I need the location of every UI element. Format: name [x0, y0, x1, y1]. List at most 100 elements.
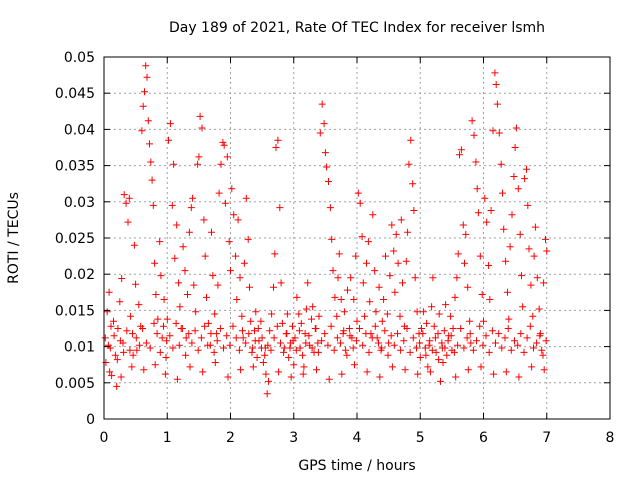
data-point — [318, 337, 326, 345]
data-point — [351, 361, 358, 369]
data-point — [409, 334, 417, 342]
data-point — [315, 312, 323, 320]
data-point — [359, 279, 367, 287]
data-point — [127, 312, 135, 320]
data-point — [488, 327, 496, 335]
data-point — [166, 120, 174, 128]
data-point — [432, 348, 440, 356]
data-point — [394, 330, 401, 338]
data-point — [483, 218, 491, 226]
data-point — [331, 293, 339, 301]
data-point — [424, 363, 432, 371]
data-point — [194, 346, 202, 354]
data-point — [244, 235, 252, 243]
data-point — [413, 344, 420, 352]
data-point — [326, 204, 334, 212]
data-point — [129, 330, 136, 338]
data-point — [335, 250, 343, 258]
data-point — [430, 322, 438, 330]
data-point — [386, 272, 394, 280]
data-point — [200, 216, 208, 224]
data-point — [272, 144, 280, 151]
data-point — [492, 81, 500, 88]
data-point — [428, 346, 436, 354]
data-point — [422, 351, 430, 359]
data-point — [431, 334, 439, 342]
data-point — [472, 158, 480, 166]
data-point — [376, 373, 384, 381]
data-point — [266, 327, 274, 335]
data-point — [238, 312, 246, 320]
data-point — [461, 259, 468, 267]
data-point — [292, 346, 300, 354]
data-point — [451, 293, 459, 301]
data-point — [132, 334, 140, 342]
data-point — [216, 325, 224, 332]
data-point — [540, 279, 548, 287]
data-point — [211, 310, 219, 318]
data-point — [400, 337, 408, 345]
data-point — [515, 373, 523, 381]
data-point — [132, 280, 140, 288]
data-point — [353, 317, 361, 325]
data-point — [203, 293, 210, 301]
data-point — [375, 283, 383, 291]
data-point — [224, 373, 232, 381]
data-point — [384, 351, 392, 359]
data-point — [201, 252, 209, 260]
data-point — [416, 339, 424, 347]
data-point — [161, 370, 169, 378]
data-point — [226, 341, 234, 349]
data-point — [314, 339, 322, 347]
data-point — [416, 354, 424, 361]
data-point — [130, 241, 138, 249]
data-point — [404, 228, 412, 236]
data-point — [481, 194, 489, 202]
data-point — [124, 218, 132, 226]
data-point — [543, 247, 551, 255]
data-point — [236, 274, 244, 282]
data-point — [426, 337, 434, 345]
data-point — [512, 124, 520, 132]
data-point — [489, 127, 497, 135]
data-point — [275, 368, 283, 376]
data-point — [289, 322, 296, 330]
data-point — [239, 334, 247, 342]
data-point — [154, 315, 162, 323]
data-point — [397, 216, 405, 224]
data-point — [542, 235, 549, 243]
data-point — [287, 373, 295, 381]
data-point — [401, 366, 409, 374]
x-tick-label: 8 — [606, 430, 615, 446]
data-point — [105, 288, 113, 296]
data-point — [181, 267, 189, 275]
data-point — [215, 189, 223, 197]
data-point — [502, 368, 510, 376]
data-point — [320, 120, 328, 128]
data-point — [542, 337, 550, 345]
data-point — [369, 211, 377, 219]
data-point — [232, 252, 240, 260]
data-point — [399, 279, 406, 287]
data-point — [116, 298, 124, 306]
data-point — [478, 291, 486, 298]
data-point — [495, 330, 503, 338]
data-point — [289, 337, 297, 345]
data-point — [220, 141, 228, 149]
y-tick-label: 0.025 — [55, 231, 95, 247]
data-point — [533, 339, 541, 347]
data-point — [283, 310, 291, 318]
axis-ticks: 0 1 2 3 4 5 6 7 8 0 0.005 0.01 0.015 0.02 0.025 0.03 0.0… — [55, 50, 615, 446]
data-point — [409, 180, 417, 188]
data-point — [150, 319, 158, 327]
data-point — [476, 252, 484, 260]
data-points — [101, 62, 551, 398]
data-point — [160, 322, 167, 330]
data-point — [426, 368, 434, 376]
data-point — [419, 330, 427, 338]
data-point — [228, 185, 236, 193]
data-point — [405, 160, 413, 168]
data-point — [339, 330, 347, 338]
data-point — [314, 348, 322, 356]
